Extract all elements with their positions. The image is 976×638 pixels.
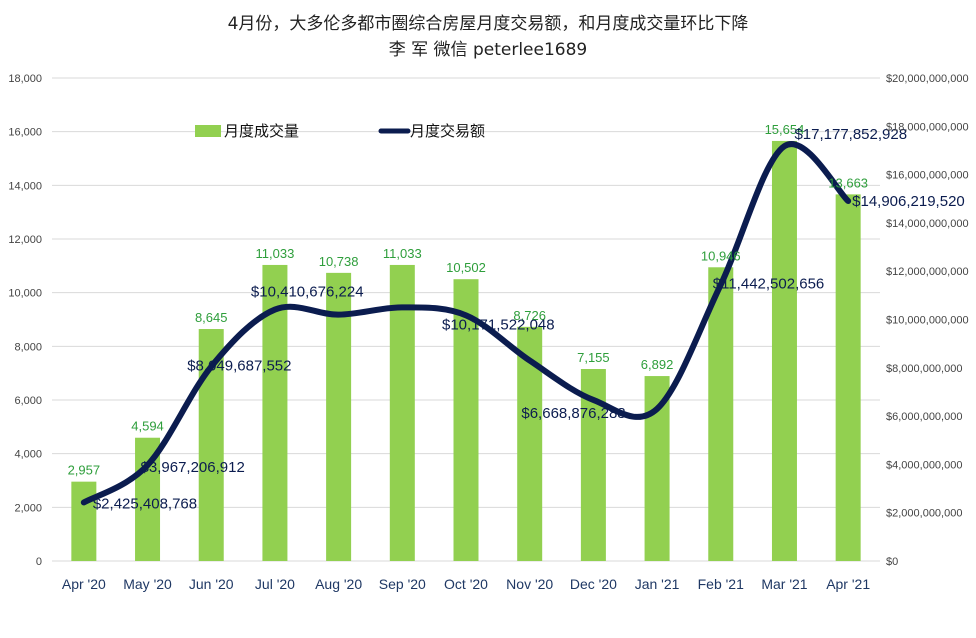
- y-left-tick-label: 8,000: [14, 341, 42, 353]
- y-left-tick-label: 14,000: [8, 180, 42, 192]
- y-left-tick-label: 4,000: [14, 449, 42, 461]
- y-right-tick-label: $14,000,000,000: [886, 218, 969, 230]
- line-data-labels: $2,425,408,768 $3,967,206,912 $8,049,687,5…: [93, 126, 965, 512]
- y-axis-right: $0 $2,000,000,000 $4,000,000,000 $6,000,000…: [886, 73, 969, 568]
- bar-value-label: 8,726: [513, 308, 546, 323]
- bar: [326, 272, 352, 561]
- chart-subtitle: 李 军 微信 peterlee1689: [389, 40, 587, 60]
- value-line: [80, 141, 852, 506]
- bar-data-labels: 2,957 4,594 8,645 11,033 10,738 11,033 10,502 8…: [68, 122, 868, 478]
- bar-value-label: 6,892: [641, 357, 674, 372]
- bar-value-label: 11,033: [256, 246, 295, 261]
- x-tick-label: Jun '20: [189, 576, 234, 592]
- bar-value-label: 10,502: [446, 260, 486, 275]
- line-value-label: $3,967,206,912: [141, 459, 245, 476]
- bar-value-label: 4,594: [131, 419, 164, 434]
- line-value-label: $17,177,852,928: [794, 126, 907, 143]
- x-tick-label: Dec '20: [570, 576, 617, 592]
- bar-value-label: 15,654: [765, 122, 805, 137]
- legend-swatch-volume: [195, 125, 221, 137]
- legend: 月度成交量 月度交易额: [195, 122, 485, 140]
- line-value-label: $6,668,876,288: [521, 405, 625, 422]
- y-axis-left: 0 2,000 4,000 6,000 8,000 10,000 12,000 14,000 1…: [8, 73, 42, 568]
- x-tick-label: Aug '20: [315, 576, 362, 592]
- bar-value-label: 8,645: [195, 310, 228, 325]
- y-left-tick-label: 16,000: [8, 127, 42, 139]
- y-left-tick-label: 6,000: [14, 395, 42, 407]
- bar: [644, 376, 670, 561]
- line-value-label: $11,442,502,656: [713, 276, 825, 293]
- bar-value-label: 10,946: [701, 248, 741, 263]
- x-tick-label: Oct '20: [444, 576, 488, 592]
- bar: [835, 194, 861, 561]
- chart-title: 4月份，大多伦多都市圈综合房屋月度交易额，和月度成交量环比下降: [228, 14, 749, 34]
- bar: [771, 140, 797, 562]
- y-right-tick-label: $10,000,000,000: [886, 315, 969, 327]
- bar-value-label: 7,155: [577, 350, 610, 365]
- y-right-tick-label: $16,000,000,000: [886, 170, 969, 182]
- bar-series: [71, 140, 861, 562]
- line-value-label: $8,049,687,552: [187, 358, 291, 375]
- legend-label-volume: 月度成交量: [224, 122, 299, 140]
- y-left-tick-label: 12,000: [8, 234, 42, 246]
- x-tick-label: Jul '20: [255, 576, 295, 592]
- y-left-tick-label: 18,000: [8, 73, 42, 85]
- bar-value-label: 10,738: [319, 254, 359, 269]
- x-tick-label: Feb '21: [698, 576, 744, 592]
- x-tick-label: Jan '21: [635, 576, 680, 592]
- line-value-label: $10,171,522,048: [442, 316, 555, 333]
- y-right-tick-label: $6,000,000,000: [886, 411, 962, 423]
- y-left-tick-label: 2,000: [14, 502, 42, 514]
- bar-value-label: 11,033: [383, 246, 422, 261]
- bar: [389, 264, 415, 561]
- y-right-tick-label: $4,000,000,000: [886, 459, 962, 471]
- x-tick-label: Apr '20: [62, 576, 106, 592]
- bar: [71, 481, 97, 561]
- line-value-label: $10,410,676,224: [251, 284, 364, 301]
- x-tick-label: Nov '20: [506, 576, 553, 592]
- legend-label-value: 月度交易额: [410, 122, 485, 140]
- y-right-tick-label: $2,000,000,000: [886, 508, 962, 520]
- y-right-tick-label: $20,000,000,000: [886, 73, 969, 85]
- bar: [708, 267, 734, 561]
- x-tick-label: Mar '21: [761, 576, 807, 592]
- bar-value-label: 2,957: [68, 463, 101, 478]
- x-tick-label: Sep '20: [379, 576, 426, 592]
- x-tick-label: May '20: [123, 576, 172, 592]
- y-right-tick-label: $12,000,000,000: [886, 266, 969, 278]
- y-left-tick-label: 0: [36, 556, 42, 568]
- x-tick-label: Apr '21: [826, 576, 870, 592]
- line-value-label: $2,425,408,768: [93, 495, 197, 512]
- y-left-tick-label: 10,000: [8, 288, 42, 300]
- line-value-label: $14,906,219,520: [852, 193, 965, 210]
- y-right-tick-label: $0: [886, 556, 898, 568]
- y-right-tick-label: $8,000,000,000: [886, 363, 962, 375]
- line-series: [80, 141, 852, 506]
- x-axis: Apr '20 May '20 Jun '20 Jul '20 Aug '20 Sep '…: [62, 576, 870, 592]
- bar: [453, 279, 479, 561]
- bar-value-label: 13,663: [828, 175, 868, 190]
- y-right-tick-label: $18,000,000,000: [886, 121, 969, 133]
